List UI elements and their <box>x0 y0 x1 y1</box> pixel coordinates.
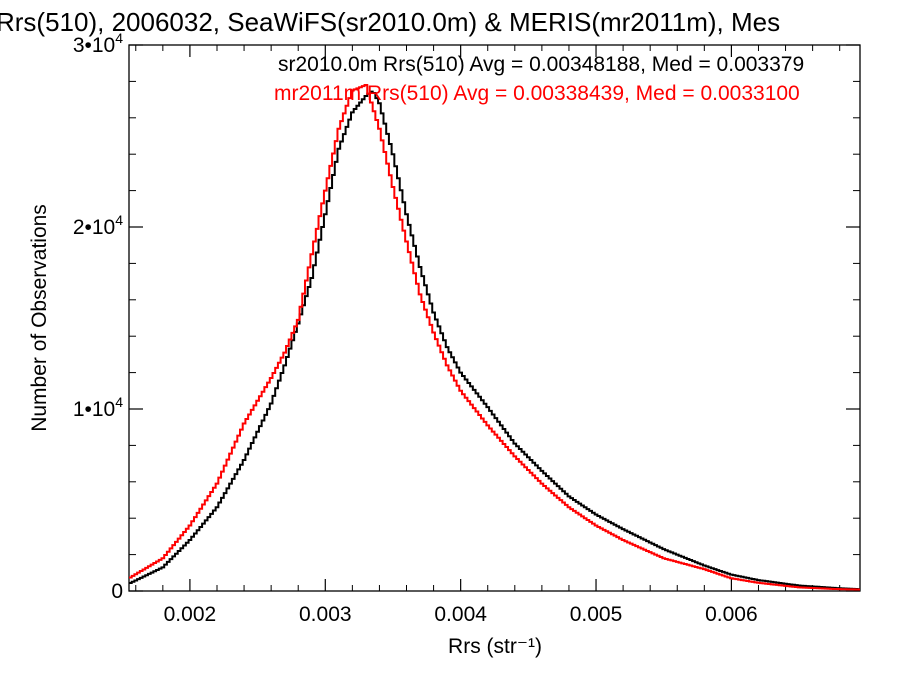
series-mr2011-line <box>129 84 860 591</box>
y-axis-ticks: 0 1•104 2•104 3•104 <box>73 30 860 603</box>
y-tick-label: 2•104 <box>73 212 123 239</box>
x-tick-label: 0.002 <box>164 603 217 626</box>
series-sr2010-line <box>129 90 860 591</box>
annotation-mr2011-stats: mr2011m Rrs(510) Avg = 0.00338439, Med =… <box>274 82 800 105</box>
chart-title: Rrs(510), 2006032, SeaWiFS(sr2010.0m) & … <box>0 7 780 37</box>
annotation-sr2010-stats: sr2010.0m Rrs(510) Avg = 0.00348188, Med… <box>278 53 804 76</box>
y-tick-label: 3•104 <box>73 30 123 57</box>
series-layer <box>129 84 860 591</box>
x-tick-label: 0.005 <box>570 603 623 626</box>
y-axis-title: Number of Observations <box>28 204 51 432</box>
x-tick-label: 0.006 <box>705 603 758 626</box>
x-tick-label: 0.004 <box>434 603 487 626</box>
plot-frame <box>128 44 861 592</box>
y-tick-label: 0 <box>111 580 123 603</box>
x-tick-label: 0.003 <box>299 603 352 626</box>
x-axis-ticks: 0.002 0.003 0.004 0.005 0.006 <box>135 45 841 626</box>
x-axis-title: Rrs (str⁻¹) <box>448 635 542 658</box>
y-tick-label: 1•104 <box>73 394 123 421</box>
